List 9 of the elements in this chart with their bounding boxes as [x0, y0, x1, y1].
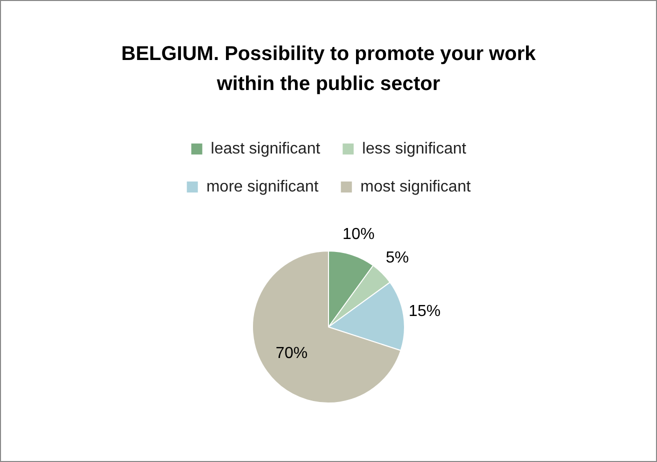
legend-label: least significant	[210, 140, 321, 158]
data-label: 10%	[342, 226, 375, 243]
legend-label: more significant	[206, 178, 319, 196]
legend-label: most significant	[360, 178, 472, 196]
chart-title: BELGIUM. Possibility to promote your work within the public sector	[120, 42, 537, 97]
data-label: 15%	[408, 303, 441, 320]
legend-label: less significant	[362, 140, 467, 158]
data-label: 5%	[386, 250, 409, 267]
data-label: 70%	[276, 345, 308, 362]
